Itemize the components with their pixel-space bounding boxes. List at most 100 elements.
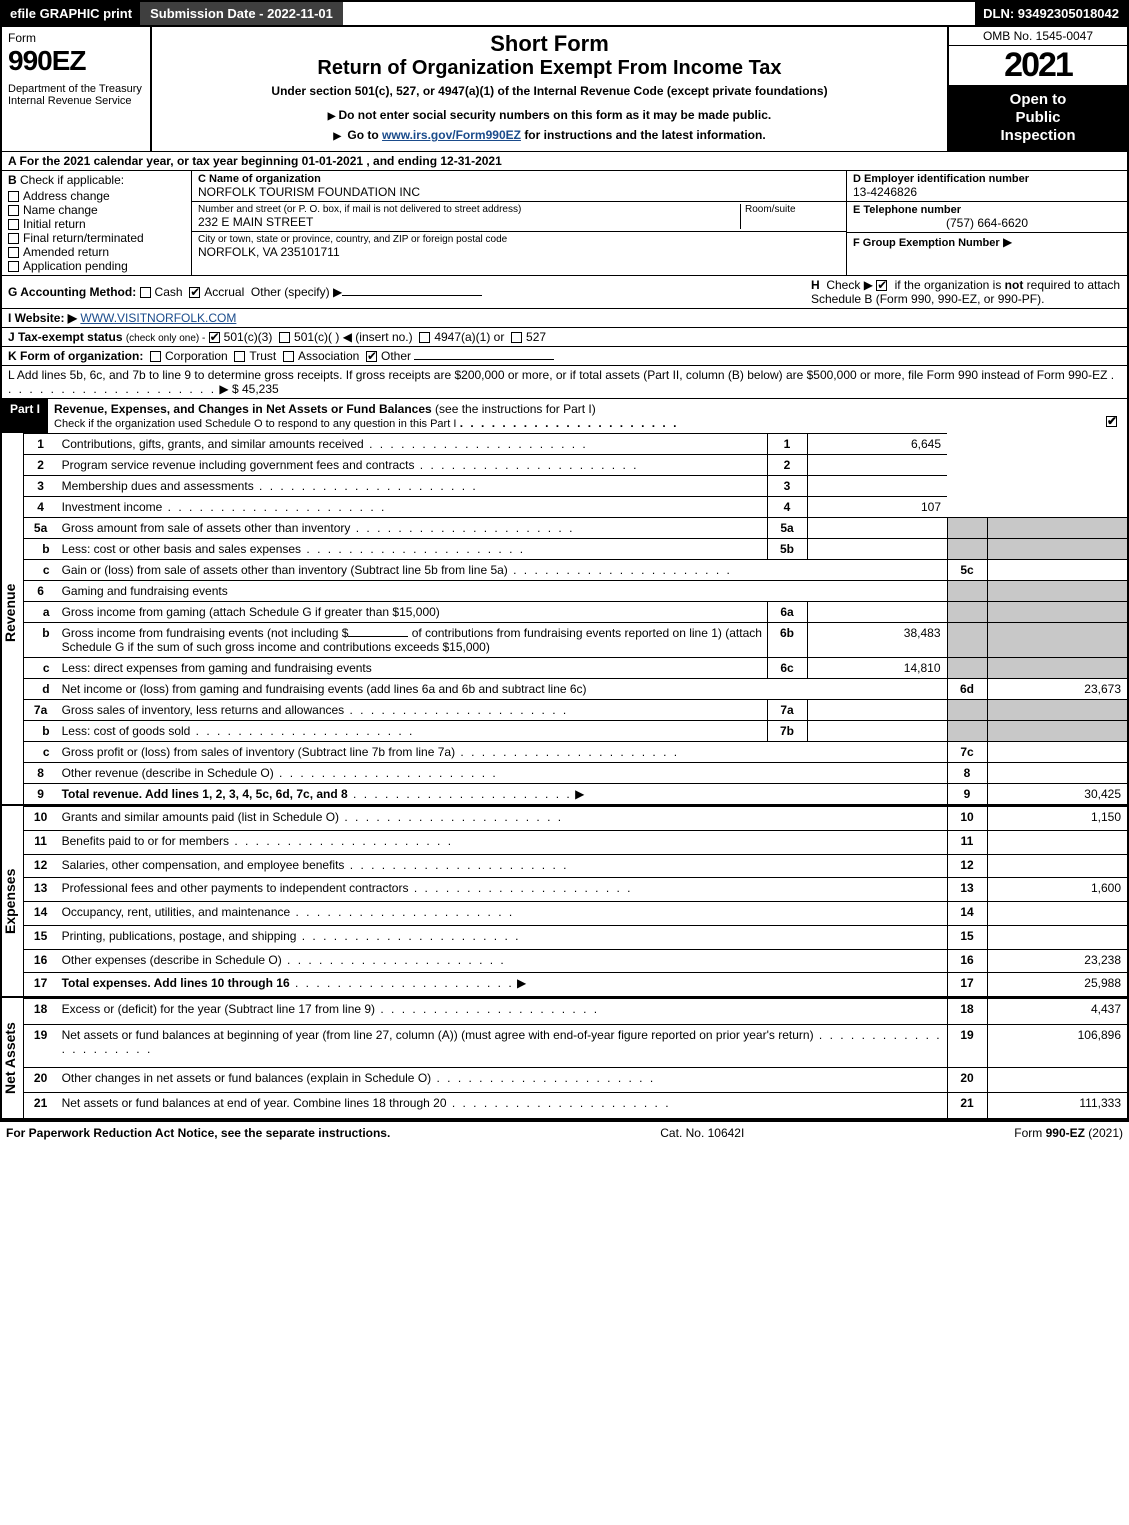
- j-501c3-check[interactable]: [209, 332, 220, 343]
- line-13: 13Professional fees and other payments t…: [24, 878, 1127, 902]
- line-3: 3Membership dues and assessments3: [24, 476, 1127, 497]
- sidebar-netassets: Net Assets: [2, 998, 24, 1118]
- line-12: 12Salaries, other compensation, and empl…: [24, 854, 1127, 878]
- j-527-check[interactable]: [511, 332, 522, 343]
- j-501c-check[interactable]: [279, 332, 290, 343]
- line-5c: cGain or (loss) from sale of assets othe…: [24, 560, 1127, 581]
- sidebar-revenue: Revenue: [2, 433, 24, 804]
- line-6b: bGross income from fundraising events (n…: [24, 623, 1127, 658]
- ein-value: 13-4246826: [853, 185, 1121, 199]
- col-de: D Employer identification number 13-4246…: [847, 171, 1127, 275]
- line-8: 8Other revenue (describe in Schedule O)8: [24, 763, 1127, 784]
- h-checkbox[interactable]: [876, 280, 887, 291]
- b-initial-return[interactable]: Initial return: [8, 217, 185, 231]
- e-cell: E Telephone number (757) 664-6620: [847, 202, 1127, 233]
- col-c: C Name of organization NORFOLK TOURISM F…: [192, 171, 847, 275]
- line-7a: 7aGross sales of inventory, less returns…: [24, 700, 1127, 721]
- j-4947-check[interactable]: [419, 332, 430, 343]
- col-b: B Check if applicable: Address change Na…: [2, 171, 192, 275]
- line-16: 16Other expenses (describe in Schedule O…: [24, 949, 1127, 973]
- line-17: 17Total expenses. Add lines 10 through 1…: [24, 973, 1127, 996]
- k-corp-check[interactable]: [150, 351, 161, 362]
- schedO-check[interactable]: [1106, 416, 1117, 427]
- note-ssn: Do not enter social security numbers on …: [158, 108, 941, 122]
- omb-number: OMB No. 1545-0047: [949, 27, 1127, 46]
- line-6a: aGross income from gaming (attach Schedu…: [24, 602, 1127, 623]
- telephone-value: (757) 664-6620: [853, 216, 1121, 230]
- footer: For Paperwork Reduction Act Notice, see …: [0, 1120, 1129, 1144]
- expenses-block: Expenses 10Grants and similar amounts pa…: [2, 804, 1127, 996]
- netassets-block: Net Assets 18Excess or (deficit) for the…: [2, 996, 1127, 1118]
- line-9: 9Total revenue. Add lines 1, 2, 3, 4, 5c…: [24, 784, 1127, 805]
- row-i: I Website: ▶ WWW.VISITNORFOLK.COM: [2, 308, 1127, 327]
- b-application-pending[interactable]: Application pending: [8, 259, 185, 273]
- row-gh: G Accounting Method: Cash Accrual Other …: [2, 275, 1127, 308]
- row-l: L Add lines 5b, 6c, and 7b to line 9 to …: [2, 365, 1127, 398]
- footer-left: For Paperwork Reduction Act Notice, see …: [6, 1126, 390, 1140]
- line-21: 21Net assets or fund balances at end of …: [24, 1093, 1127, 1118]
- org-street: 232 E MAIN STREET: [198, 215, 740, 229]
- f-cell: F Group Exemption Number ▶: [847, 233, 1127, 251]
- sidebar-expenses: Expenses: [2, 806, 24, 996]
- header-center: Short Form Return of Organization Exempt…: [152, 27, 947, 151]
- line-10: 10Grants and similar amounts paid (list …: [24, 807, 1127, 831]
- header-left: Form 990EZ Department of the Treasury In…: [2, 27, 152, 151]
- line-18: 18Excess or (deficit) for the year (Subt…: [24, 999, 1127, 1025]
- form-word: Form: [8, 31, 144, 45]
- line-7b: bLess: cost of goods sold7b: [24, 721, 1127, 742]
- tax-year: 2021: [949, 46, 1127, 85]
- website-link[interactable]: WWW.VISITNORFOLK.COM: [80, 311, 236, 325]
- k-other-check[interactable]: [366, 351, 377, 362]
- dln-label: DLN: 93492305018042: [975, 2, 1127, 25]
- netassets-table: 18Excess or (deficit) for the year (Subt…: [24, 998, 1127, 1118]
- k-trust-check[interactable]: [234, 351, 245, 362]
- line-7c: cGross profit or (loss) from sales of in…: [24, 742, 1127, 763]
- c-city-cell: City or town, state or province, country…: [192, 232, 846, 261]
- part-i-tag: Part I: [2, 399, 48, 433]
- form-number: 990EZ: [8, 45, 144, 77]
- submission-date: Submission Date - 2022-11-01: [140, 2, 343, 25]
- expenses-table: 10Grants and similar amounts paid (list …: [24, 806, 1127, 996]
- g-accounting: G Accounting Method: Cash Accrual Other …: [8, 285, 482, 299]
- note-goto: Go to www.irs.gov/Form990EZ for instruct…: [158, 128, 941, 142]
- section-a: A For the 2021 calendar year, or tax yea…: [2, 151, 1127, 170]
- arrow-icon: ▶: [1003, 235, 1012, 249]
- k-assoc-check[interactable]: [283, 351, 294, 362]
- title-return: Return of Organization Exempt From Incom…: [158, 57, 941, 80]
- footer-right: Form 990-EZ (2021): [1014, 1126, 1123, 1140]
- line-4: 4Investment income4107: [24, 497, 1127, 518]
- line-11: 11Benefits paid to or for members11: [24, 830, 1127, 854]
- b-final-return[interactable]: Final return/terminated: [8, 231, 185, 245]
- efile-label[interactable]: efile GRAPHIC print: [2, 2, 140, 25]
- org-city: NORFOLK, VA 235101711: [198, 245, 840, 259]
- line-5a: 5aGross amount from sale of assets other…: [24, 518, 1127, 539]
- line-6c: cLess: direct expenses from gaming and f…: [24, 658, 1127, 679]
- revenue-table: 1Contributions, gifts, grants, and simil…: [24, 433, 1127, 804]
- footer-catno: Cat. No. 10642I: [660, 1126, 744, 1140]
- subtitle: Under section 501(c), 527, or 4947(a)(1)…: [158, 84, 941, 98]
- g-other-input[interactable]: [342, 295, 482, 296]
- section-bcde: B Check if applicable: Address change Na…: [2, 170, 1127, 275]
- line-20: 20Other changes in net assets or fund ba…: [24, 1067, 1127, 1093]
- l-amount: 45,235: [242, 382, 279, 396]
- line-15: 15Printing, publications, postage, and s…: [24, 925, 1127, 949]
- form-container: Form 990EZ Department of the Treasury In…: [0, 27, 1129, 1120]
- line-6d: dNet income or (loss) from gaming and fu…: [24, 679, 1127, 700]
- g-accrual-check[interactable]: [189, 287, 200, 298]
- header-right: OMB No. 1545-0047 2021 Open to Public In…: [947, 27, 1127, 151]
- line-5b: bLess: cost or other basis and sales exp…: [24, 539, 1127, 560]
- revenue-block: Revenue 1Contributions, gifts, grants, a…: [2, 433, 1127, 804]
- h-check: H Check ▶ if the organization is not req…: [811, 278, 1121, 306]
- header-row: Form 990EZ Department of the Treasury In…: [2, 27, 1127, 151]
- part-i-header: Part I Revenue, Expenses, and Changes in…: [2, 398, 1127, 433]
- k-other-input[interactable]: [414, 359, 554, 360]
- g-cash-check[interactable]: [140, 287, 151, 298]
- line-19: 19Net assets or fund balances at beginni…: [24, 1024, 1127, 1067]
- top-bar: efile GRAPHIC print Submission Date - 20…: [0, 0, 1129, 27]
- title-short-form: Short Form: [158, 31, 941, 57]
- b-amended-return[interactable]: Amended return: [8, 245, 185, 259]
- b-address-change[interactable]: Address change: [8, 189, 185, 203]
- row-j: J Tax-exempt status (check only one) - 5…: [2, 327, 1127, 346]
- b-name-change[interactable]: Name change: [8, 203, 185, 217]
- irs-link[interactable]: www.irs.gov/Form990EZ: [382, 128, 521, 142]
